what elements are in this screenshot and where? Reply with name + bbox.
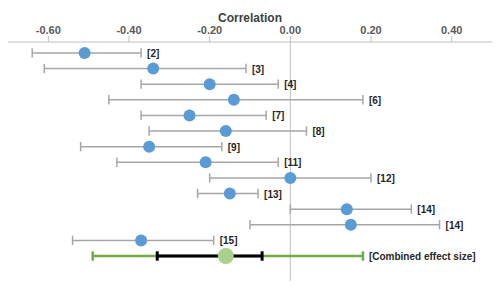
svg-text:[7]: [7] [272,110,284,121]
svg-text:[4]: [4] [284,79,296,90]
svg-text:0.00: 0.00 [280,24,301,36]
svg-text:[12]: [12] [377,173,395,184]
svg-text:[14]: [14] [417,204,435,215]
svg-text:[11]: [11] [284,157,301,168]
svg-text:[9]: [9] [228,142,240,153]
svg-text:[13]: [13] [264,189,282,200]
svg-text:0.20: 0.20 [360,24,381,36]
svg-text:-0.40: -0.40 [116,24,141,36]
svg-text:[8]: [8] [312,126,324,137]
svg-text:[Combined effect size]: [Combined effect size] [369,251,476,262]
svg-text:Correlation: Correlation [218,11,282,25]
svg-text:-0.20: -0.20 [197,24,222,36]
svg-text:[6]: [6] [369,95,381,106]
svg-text:[14]: [14] [446,220,464,231]
svg-text:[3]: [3] [252,64,264,75]
svg-text:[15]: [15] [220,235,238,246]
svg-text:[2]: [2] [147,48,159,59]
svg-text:-0.60: -0.60 [36,24,61,36]
svg-text:0.40: 0.40 [441,24,462,36]
